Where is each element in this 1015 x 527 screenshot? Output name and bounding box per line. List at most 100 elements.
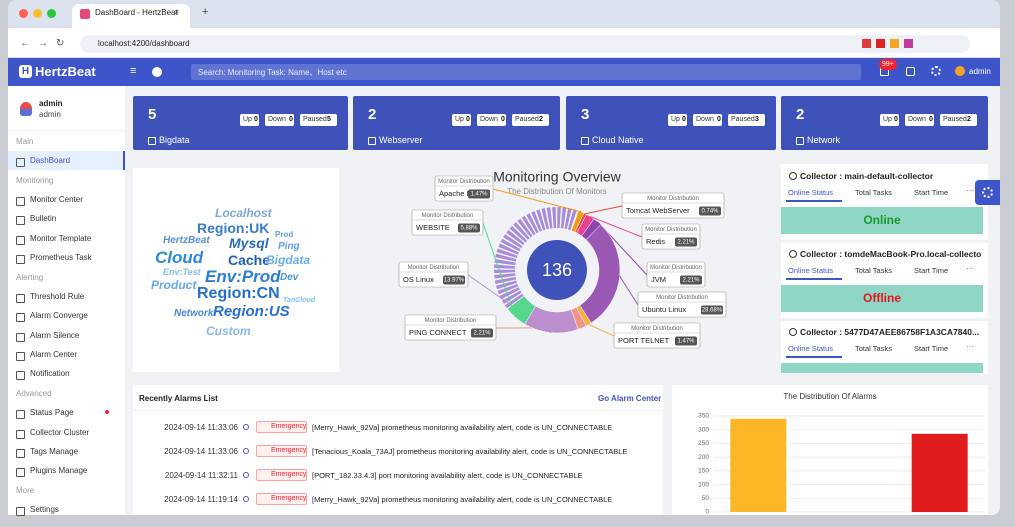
cloud-word[interactable]: Product [151,278,197,292]
timeline-dot [243,496,249,502]
alarm-message[interactable]: [PORT_182.33.4.3] port monitoring availa… [312,471,583,480]
tab-more[interactable]: ··· [966,342,974,351]
sidebar-item[interactable]: Alarm Silence [15,330,80,342]
sidebar-section: Monitoring [16,175,54,185]
sidebar-item[interactable]: Prometheus Task [16,253,92,265]
logo[interactable]: HertzBeat [35,64,96,79]
cloud-word[interactable]: Region:US [213,303,290,320]
cloud-word[interactable]: Dev [280,272,299,283]
collector-tab[interactable]: Total Tasks [855,266,892,275]
sidebar-item[interactable]: Alarm Center [15,350,78,362]
collector-icon [789,250,797,258]
collector-tab[interactable]: Total Tasks [855,188,892,197]
cloud-word[interactable]: Env:Prod [205,267,281,286]
sidebar-item[interactable]: Bulletin [15,214,57,226]
sidebar-avatar [20,102,32,116]
cloud-word[interactable]: Cache [228,252,271,268]
collector-tab[interactable]: Start Time [914,188,949,197]
alarm-message[interactable]: [Merry_Hawk_92Va] prometheus monitoring … [312,495,613,504]
card-badge [905,114,934,126]
cloud-word[interactable]: TanCloud [283,297,316,304]
card-count: 5 [148,106,157,123]
url-box[interactable] [80,35,970,53]
sidebar-section: Main [16,137,34,146]
sidebar-item[interactable]: Status Page [16,408,74,420]
menu-toggle[interactable]: ≡ [130,65,137,77]
cloud-word[interactable]: Region:UK [197,220,270,236]
tab-more[interactable]: ··· [966,264,974,273]
card-badge [668,114,687,126]
traffic-green [47,9,56,18]
cloud-word[interactable]: Network [174,308,214,319]
level-text: Emergency [271,423,307,430]
card-count: 2 [368,106,377,123]
card-badge-label: Up [671,116,680,123]
collector-tab[interactable]: Start Time [914,266,949,275]
github-icon[interactable] [152,67,162,77]
nav-buttons[interactable]: ←→↻ [20,38,73,49]
sidebar-item[interactable]: Settings [16,505,59,517]
card-badge [880,114,899,126]
sidebar-section: Alerting [16,272,44,282]
collector-tab[interactable]: Online Status [788,266,834,275]
tab[interactable] [72,4,190,28]
card-icon [368,137,376,145]
search-placeholder: Search: Monitoring Task: Name、Host etc [198,68,347,77]
cloud-word[interactable]: Bigdata [266,253,311,267]
cloud-word[interactable]: Mysql [229,235,269,251]
card-badge [512,114,549,126]
sidebar-item[interactable]: Collector Cluster [15,427,90,439]
sidebar-item[interactable]: Alarm Converge [16,311,88,323]
alarms-link[interactable]: Go Alarm Center [598,394,662,403]
card-badge [240,114,259,126]
url: localhost:4200/dashboard [98,39,190,48]
cloud-word[interactable]: Env:Test [163,267,201,277]
alarm-message[interactable]: [Tenacious_Koala_73AJ] prometheus monito… [312,447,628,456]
collector-tab[interactable]: Online Status [788,188,834,197]
alarm-message[interactable]: [Merry_Hawk_92Va] prometheus monitoring … [312,423,613,432]
collector-tab[interactable]: Online Status [788,344,834,353]
cloud-word[interactable]: Localhost [215,206,272,220]
sidebar-item[interactable]: Notification [16,369,70,381]
sidebar-item[interactable]: Monitor Center [16,195,83,207]
sidebar-item[interactable]: Plugins Manage [15,466,88,478]
cloud-word[interactable]: Ping [278,241,300,252]
collector-tab[interactable]: Total Tasks [855,344,892,353]
tab-close[interactable]: × [174,7,180,17]
card-badge [693,114,722,126]
sidebar-user-name: admin [39,99,63,108]
gear-icon[interactable] [931,66,941,76]
card-icon [796,137,804,145]
sidebar-item[interactable]: Tags Manage [15,446,79,458]
cloud-word[interactable]: Custom [206,324,251,338]
card-badge-count: 0 [929,116,933,123]
alarm-chart-panel [672,385,988,515]
search-box[interactable] [191,64,861,80]
sidebar-item[interactable]: Threshold Rule [15,291,85,303]
tab-more[interactable]: ··· [966,186,974,195]
settings-float-icon [982,187,993,198]
tab-underline [786,278,842,280]
cloud-word[interactable]: Cloud [155,248,204,267]
cloud-word[interactable]: Region:CN [197,285,280,302]
card-badge-count: 0 [501,116,505,123]
new-tab[interactable]: + [202,6,209,18]
header-user[interactable]: admin [969,67,991,76]
app-header [8,58,1000,86]
tab-underline [786,356,842,358]
sidebar-item[interactable]: DashBoard [15,156,71,168]
sidebar-active [8,151,125,171]
lock-icon[interactable] [906,67,915,76]
card-badge-label: Paused [943,116,967,123]
cloud-word[interactable]: Prod [275,230,294,239]
sidebar-item[interactable]: Monitor Template [15,233,92,245]
level-badge [256,445,307,457]
collector-tab[interactable]: Start Time [914,344,949,353]
alarm-time: 2024-09-14 11:32:11 [164,471,238,480]
card-badge-count: 2 [539,116,543,123]
cloud-word[interactable]: HertzBeat [163,235,210,246]
avatar[interactable] [955,66,965,76]
card-badge-count: 0 [894,116,898,123]
card-name: Bigdata [159,135,190,145]
card-badge [940,114,977,126]
